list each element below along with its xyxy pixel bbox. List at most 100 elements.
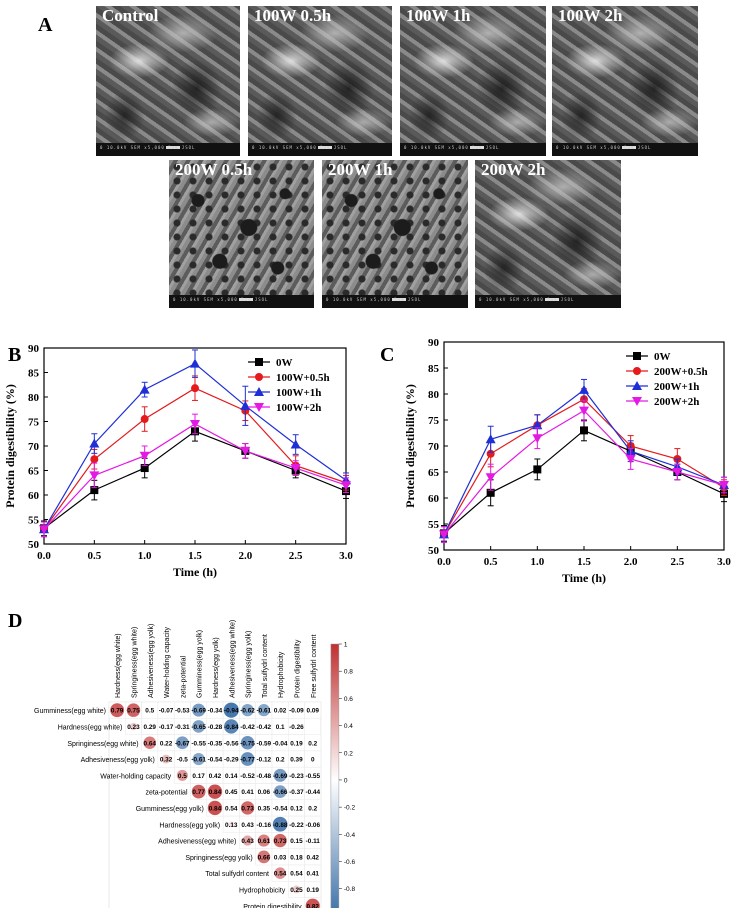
column-label: Hardness(egg yolk) <box>213 637 220 698</box>
correlation-circle <box>272 816 288 832</box>
correlation-value: -0.52 <box>240 773 255 780</box>
legend-marker <box>254 387 264 396</box>
sem-image-label: 200W 2h <box>481 160 546 179</box>
y-axis-label: Protein digestibility (%) <box>403 384 417 508</box>
correlation-value: 0.03 <box>274 854 287 861</box>
data-point <box>341 481 351 491</box>
correlation-circle <box>110 703 125 718</box>
correlation-circle <box>273 768 287 782</box>
correlation-circle <box>176 769 188 781</box>
correlation-value: -0.29 <box>224 757 239 764</box>
legend-label: 100W+1h <box>276 387 321 399</box>
sem-image: 0 10.0kV SEM x5,000 1um JSOL 200W 2h <box>475 160 621 308</box>
correlation-value: -0.67 <box>175 740 190 747</box>
column-label: Springiness(egg yolk) <box>246 631 253 698</box>
correlation-value: 0.35 <box>258 805 271 812</box>
correlation-value: 0.73 <box>274 838 287 845</box>
correlation-value: 0.14 <box>225 773 238 780</box>
correlation-value: 0.2 <box>276 757 285 764</box>
correlation-value: 0.17 <box>192 773 205 780</box>
correlation-circle <box>224 719 239 734</box>
correlation-circle <box>129 722 138 731</box>
column-label: Protein digestibility <box>294 639 301 698</box>
column-label: Springiness(egg white) <box>131 627 138 698</box>
series-0 <box>40 421 350 537</box>
y-tick-label: 85 <box>28 368 40 380</box>
y-tick-label: 55 <box>28 515 40 527</box>
sem-image: 0 10.0kV SEM x5,000 1um JSOL Control <box>96 6 240 156</box>
series-0 <box>440 419 728 542</box>
correlation-value: -0.5 <box>177 757 188 764</box>
panel-label-a: A <box>38 14 53 36</box>
correlation-circle <box>242 835 253 846</box>
correlation-value: 0.42 <box>307 854 320 861</box>
x-tick-label: 2.5 <box>670 556 684 568</box>
data-point <box>191 384 199 393</box>
correlation-value: -0.07 <box>159 708 174 715</box>
data-point <box>532 434 543 444</box>
correlation-value: -0.11 <box>306 838 321 845</box>
panel-label-b: B <box>8 344 22 366</box>
correlation-value: -0.65 <box>191 724 206 731</box>
correlation-value: -0.61 <box>257 708 272 715</box>
x-tick-label: 1.5 <box>577 556 591 568</box>
x-tick-label: 0.5 <box>87 550 101 562</box>
x-axis-label: Time (h) <box>562 571 606 585</box>
colorbar-tick-label: 0.6 <box>344 696 353 703</box>
correlation-value: 0.09 <box>307 708 320 715</box>
data-point <box>89 438 100 448</box>
correlation-value: 0.2 <box>308 805 317 812</box>
legend-marker <box>633 367 641 375</box>
correlation-value: -0.35 <box>208 740 223 747</box>
data-point <box>719 481 729 490</box>
correlation-value: -0.69 <box>191 708 206 715</box>
correlation-value: 0.32 <box>160 757 173 764</box>
series-3 <box>439 399 729 543</box>
sem-image-label: 200W 1h <box>328 160 393 179</box>
y-tick-label: 55 <box>428 519 440 531</box>
correlation-circle <box>241 703 254 717</box>
x-tick-label: 2.0 <box>238 550 252 562</box>
correlation-value: -0.54 <box>273 805 288 812</box>
correlation-value: 0.77 <box>192 789 205 796</box>
correlation-value: -0.17 <box>159 724 174 731</box>
correlation-value: -0.23 <box>289 773 304 780</box>
data-point <box>532 420 543 430</box>
legend-label: 200W+2h <box>654 396 699 408</box>
correlation-value: 0.54 <box>225 805 238 812</box>
correlation-value: 0.22 <box>160 740 173 747</box>
correlation-value: 0.43 <box>241 838 254 845</box>
data-point <box>190 419 200 429</box>
correlation-circle <box>143 736 157 750</box>
data-point <box>580 426 588 435</box>
data-point <box>486 488 495 497</box>
y-tick-label: 65 <box>428 467 440 479</box>
y-axis-label: Protein digestibility (%) <box>3 384 17 508</box>
correlation-value: -0.62 <box>240 708 255 715</box>
y-tick-label: 60 <box>428 493 440 505</box>
legend-marker <box>632 381 642 390</box>
data-point <box>290 439 301 449</box>
colorbar-tick-label: 0.4 <box>344 723 353 730</box>
column-label: Adhesiveness(egg yolk) <box>148 624 155 698</box>
correlation-circle <box>228 821 235 828</box>
correlation-value: 0.06 <box>258 789 271 796</box>
correlation-value: 0.29 <box>144 724 157 731</box>
correlation-circle <box>305 898 320 908</box>
row-label: Springiness(egg yolk) <box>185 855 252 862</box>
series-line <box>43 430 347 529</box>
correlation-value: 0.82 <box>307 903 320 908</box>
colorbar-tick-label: -0.6 <box>344 859 356 866</box>
row-label: Hardness(egg white) <box>58 724 123 731</box>
correlation-value: -0.69 <box>273 773 288 780</box>
y-tick-label: 90 <box>28 343 40 355</box>
correlation-value: -0.53 <box>175 708 190 715</box>
correlation-circle <box>274 867 286 879</box>
data-point <box>140 415 149 424</box>
heatmap-cell <box>304 701 322 719</box>
correlation-value: 0.2 <box>308 740 317 747</box>
correlation-value: -0.56 <box>224 740 239 747</box>
legend-marker <box>255 358 263 366</box>
correlation-value: -0.06 <box>305 822 320 829</box>
legend-marker <box>254 403 264 412</box>
